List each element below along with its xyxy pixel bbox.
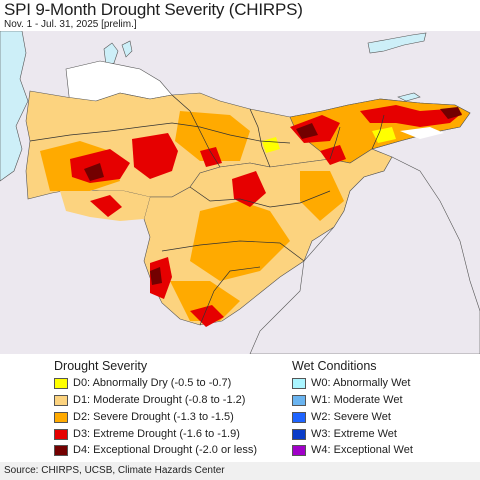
legend-label-d0: D0: Abnormally Dry (-0.5 to -0.7)	[73, 377, 232, 389]
region-south-asia	[249, 156, 480, 354]
swatch-d1	[54, 394, 68, 406]
legend-item-w1: W1: Moderate Wet	[292, 393, 403, 407]
swatch-d4	[54, 444, 68, 456]
legend-item-w2: W2: Severe Wet	[292, 410, 391, 424]
drought-map	[0, 31, 480, 354]
aral-sea-east	[121, 40, 133, 58]
legend-item-d3: D3: Extreme Drought (-1.6 to -1.9)	[54, 427, 240, 441]
legend-item-w0: W0: Abnormally Wet	[292, 376, 410, 390]
no-drought-zones	[100, 79, 444, 139]
swatch-w3	[292, 428, 306, 440]
legend-label-d4: D4: Exceptional Drought (-2.0 or less)	[73, 444, 258, 456]
swatch-w1	[292, 394, 306, 406]
wet-legend-title: Wet Conditions	[292, 359, 377, 373]
legend-item-d2: D2: Severe Drought (-1.3 to -1.5)	[54, 410, 234, 424]
swatch-d3	[54, 428, 68, 440]
legend-label-w3: W3: Extreme Wet	[311, 428, 397, 440]
legend-item-d4: D4: Exceptional Drought (-2.0 or less)	[54, 443, 257, 457]
swatch-w2	[292, 411, 306, 423]
map-date-range: Nov. 1 - Jul. 31, 2025 [prelim.]	[4, 19, 137, 30]
caspian-sea	[0, 31, 29, 182]
drought-legend-title: Drought Severity	[54, 359, 148, 373]
source-credit: Source: CHIRPS, UCSB, Climate Hazards Ce…	[0, 462, 480, 480]
abnormally-dry-zones	[262, 127, 396, 153]
legend-label-d2: D2: Severe Drought (-1.3 to -1.5)	[73, 411, 234, 423]
legend-label-d1: D1: Moderate Drought (-0.8 to -1.2)	[73, 394, 246, 406]
swatch-d2	[54, 411, 68, 423]
legend-label-w1: W1: Moderate Wet	[311, 394, 403, 406]
swatch-w4	[292, 444, 306, 456]
legend-item-w3: W3: Extreme Wet	[292, 427, 397, 441]
legend-item-d1: D1: Moderate Drought (-0.8 to -1.2)	[54, 393, 245, 407]
lake-issyk-kul	[397, 92, 421, 102]
legend-label-w0: W0: Abnormally Wet	[311, 377, 411, 389]
exceptional-drought-zones	[84, 107, 462, 285]
legend-item-d0: D0: Abnormally Dry (-0.5 to -0.7)	[54, 376, 231, 390]
map-title: SPI 9-Month Drought Severity (CHIRPS)	[4, 0, 303, 19]
swatch-w0	[292, 377, 306, 389]
boundary-lines	[29, 94, 385, 326]
legend-label-w2: W2: Severe Wet	[311, 411, 391, 423]
legend-label-w4: W4: Exceptional Wet	[311, 444, 413, 456]
legend-item-w4: W4: Exceptional Wet	[292, 443, 413, 457]
legend-label-d3: D3: Extreme Drought (-1.6 to -1.9)	[73, 428, 240, 440]
swatch-d0	[54, 377, 68, 389]
lake-balkhash	[367, 32, 427, 54]
